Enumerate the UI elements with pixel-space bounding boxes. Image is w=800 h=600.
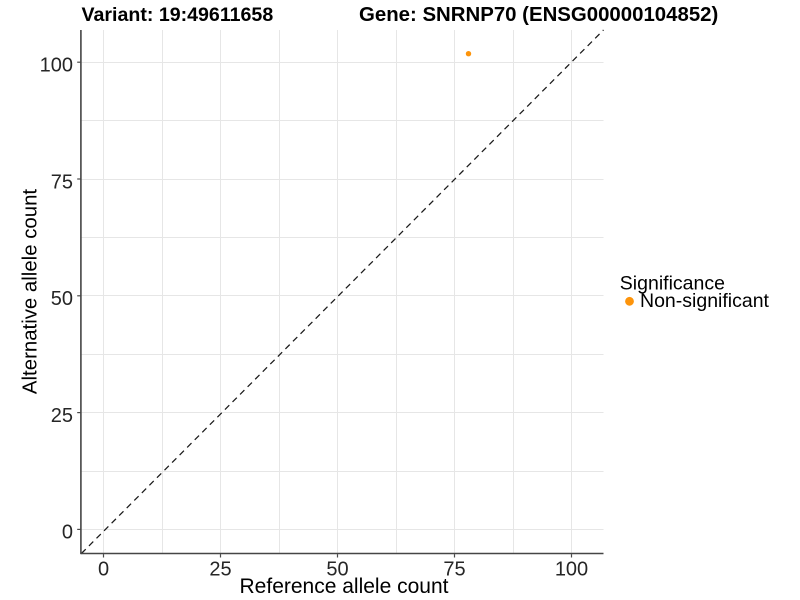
svg-text:Non-significant: Non-significant [640, 290, 770, 312]
svg-text:0: 0 [98, 559, 109, 581]
svg-text:75: 75 [51, 171, 73, 193]
svg-text:Reference allele count: Reference allele count [240, 575, 449, 598]
svg-text:Variant: 19:49611658: Variant: 19:49611658 [82, 4, 274, 26]
svg-text:25: 25 [209, 559, 231, 581]
svg-text:Alternative allele count: Alternative allele count [19, 189, 41, 394]
svg-text:25: 25 [51, 405, 73, 427]
svg-text:0: 0 [62, 522, 73, 544]
svg-text:Significance: Significance [620, 273, 725, 295]
svg-text:75: 75 [443, 559, 465, 581]
svg-text:100: 100 [555, 559, 588, 581]
svg-text:50: 50 [326, 559, 348, 581]
svg-text:Gene: SNRNP70 (ENSG00000104852: Gene: SNRNP70 (ENSG00000104852) [359, 4, 718, 26]
svg-text:50: 50 [51, 288, 73, 310]
svg-text:100: 100 [40, 55, 73, 77]
